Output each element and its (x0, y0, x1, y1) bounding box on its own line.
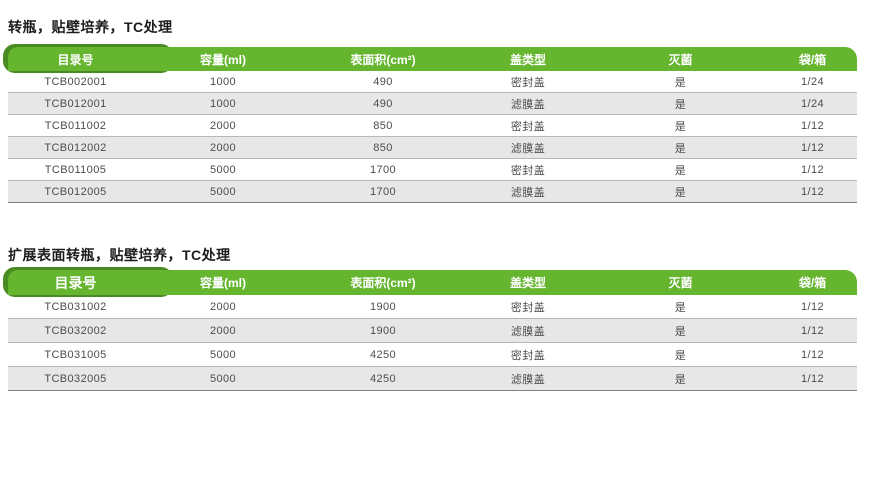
table-cell: TCB011005 (44, 163, 107, 176)
table-header-row: 目录号 容量(ml) 表面积(cm²) 盖类型 灭菌 袋/箱 (3, 44, 857, 73)
table-title: 扩展表面转瓶，贴壁培养，TC处理 (8, 247, 231, 263)
table-cell: 1/12 (800, 324, 824, 337)
table-cell: TCB012002 (44, 141, 107, 154)
table-body: TCB031002 2000 1900 密封盖是 1/12 TCB032002 2000 19… (8, 295, 857, 391)
table-cell: 2000 (209, 324, 237, 337)
table-cell: 1/12 (800, 185, 824, 198)
product-table: 目录号 容量(ml) 表面积(cm²) 盖类型 灭菌 袋/箱 TCB031002 2000 1… (3, 267, 857, 391)
table-title: 转瓶，贴壁培养，TC处理 (8, 19, 173, 35)
product-table: 目录号 容量(ml) 表面积(cm²) 盖类型 灭菌 袋/箱 TCB002001 1000 4… (3, 44, 857, 203)
table-cell: 490 (373, 75, 393, 88)
table-cell: 2000 (209, 141, 237, 154)
column-header: 盖类型 (509, 276, 546, 290)
table-cell: 1900 (369, 324, 397, 337)
table-cell: TCB032002 (44, 324, 107, 337)
table-cell: 是 (674, 349, 687, 362)
table-cell: 1/12 (800, 348, 824, 361)
table-cell: 是 (674, 325, 687, 338)
table-row: TCB032005 5000 4250 滤膜盖 是 1/12 (8, 367, 857, 391)
table-cell: 2000 (209, 300, 237, 313)
table-cell: 滤膜盖 (510, 325, 546, 338)
table-cell: 是 (674, 301, 687, 314)
table-cell: 1700 (369, 185, 397, 198)
table-cell: 1000 (209, 75, 237, 88)
table-cell: 密封盖 (510, 301, 546, 314)
column-header: 表面积(cm²) (350, 276, 416, 290)
table-cell: 滤膜盖 (510, 98, 546, 111)
table-cell: 滤膜盖 (510, 142, 546, 155)
table-cell: 5000 (209, 348, 237, 361)
table-cell: 1/12 (800, 119, 824, 132)
table-cell: 滤膜盖 (510, 373, 546, 386)
table-cell: 密封盖 (510, 120, 546, 133)
table-section-expanded-surface-roller-bottle: 扩展表面转瓶，贴壁培养，TC处理 目录号 容量(ml) 表面积(cm²) 盖类型 灭菌 袋… (3, 247, 857, 391)
column-header: 灭菌 (668, 52, 693, 67)
table-cell: 490 (373, 97, 393, 110)
column-header: 目录号 (57, 52, 94, 67)
table-row: TCB002001 1000 490 密封盖 是 1/24 (8, 71, 857, 93)
column-header: 容量(ml) (200, 52, 246, 67)
table-cell: 1/12 (800, 141, 824, 154)
table-cell: 850 (373, 119, 393, 132)
column-header: 表面积(cm²) (350, 52, 416, 67)
table-cell: 5000 (209, 372, 237, 385)
table-cell: 是 (674, 164, 687, 177)
table-cell: TCB002001 (44, 75, 107, 88)
table-cell: 5000 (209, 185, 237, 198)
table-cell: 5000 (209, 163, 237, 176)
table-cell: 是 (674, 120, 687, 133)
table-cell: 1/12 (800, 300, 824, 313)
table-cell: TCB012001 (44, 97, 107, 110)
table-row: TCB032002 2000 1900 滤膜盖 是 1/12 (8, 319, 857, 343)
table-cell: 1700 (369, 163, 397, 176)
table-section-roller-bottle: 转瓶，贴壁培养，TC处理 目录号 容量(ml) 表面积(cm²) 盖类型 灭菌 袋/箱 T… (3, 19, 857, 203)
table-cell: 是 (674, 76, 687, 89)
column-header: 目录号 (54, 274, 97, 291)
table-row: TCB011002 2000 850 密封盖 是 1/12 (8, 115, 857, 137)
table-cell: 1900 (369, 300, 397, 313)
table-cell: TCB012005 (44, 185, 107, 198)
table-cell: 是 (674, 186, 687, 199)
header-bar (8, 270, 857, 295)
table-cell: TCB032005 (44, 372, 107, 385)
table-header-row: 目录号 容量(ml) 表面积(cm²) 盖类型 灭菌 袋/箱 (3, 267, 857, 297)
table-cell: 密封盖 (510, 76, 546, 89)
table-cell: 密封盖 (510, 164, 546, 177)
table-row: TCB012001 1000 490 滤膜盖 是 1/24 (8, 93, 857, 115)
table-row: TCB012002 2000 850 滤膜盖 是 1/12 (8, 137, 857, 159)
table-cell: 1/24 (800, 75, 824, 88)
column-header: 袋/箱 (798, 52, 827, 67)
table-cell: 2000 (209, 119, 237, 132)
table-cell: 4250 (369, 372, 397, 385)
table-cell: 是 (674, 142, 687, 155)
table-cell: TCB011002 (44, 119, 107, 132)
table-cell: 是 (674, 98, 687, 111)
table-row: TCB012005 5000 1700 滤膜盖 是 1/12 (8, 181, 857, 203)
table-cell: 是 (674, 373, 687, 386)
table-cell: 密封盖 (510, 349, 546, 362)
catalog-content: 转瓶，贴壁培养，TC处理 目录号 容量(ml) 表面积(cm²) 盖类型 灭菌 袋/箱 T… (3, 0, 857, 391)
table-row: TCB011005 5000 1700 密封盖 是 1/12 (8, 159, 857, 181)
table-cell: 850 (373, 141, 393, 154)
column-header: 容量(ml) (200, 276, 246, 290)
table-cell: 1/24 (800, 97, 824, 110)
table-cell: 1000 (209, 97, 237, 110)
table-row: TCB031002 2000 1900 密封盖 是 1/12 (8, 295, 857, 319)
header-bar (8, 47, 857, 71)
table-cell: 1/12 (800, 372, 824, 385)
table-cell: TCB031002 (44, 300, 107, 313)
table-cell: 滤膜盖 (510, 186, 546, 199)
table-body: TCB002001 1000 490 密封盖是 1/24 TCB012001 1000 490… (8, 71, 857, 203)
column-header: 灭菌 (668, 276, 693, 290)
table-cell: 1/12 (800, 163, 824, 176)
column-header: 盖类型 (509, 52, 546, 67)
column-header: 袋/箱 (798, 276, 827, 290)
table-row: TCB031005 5000 4250 密封盖 是 1/12 (8, 343, 857, 367)
table-cell: 4250 (369, 348, 397, 361)
table-cell: TCB031005 (44, 348, 107, 361)
